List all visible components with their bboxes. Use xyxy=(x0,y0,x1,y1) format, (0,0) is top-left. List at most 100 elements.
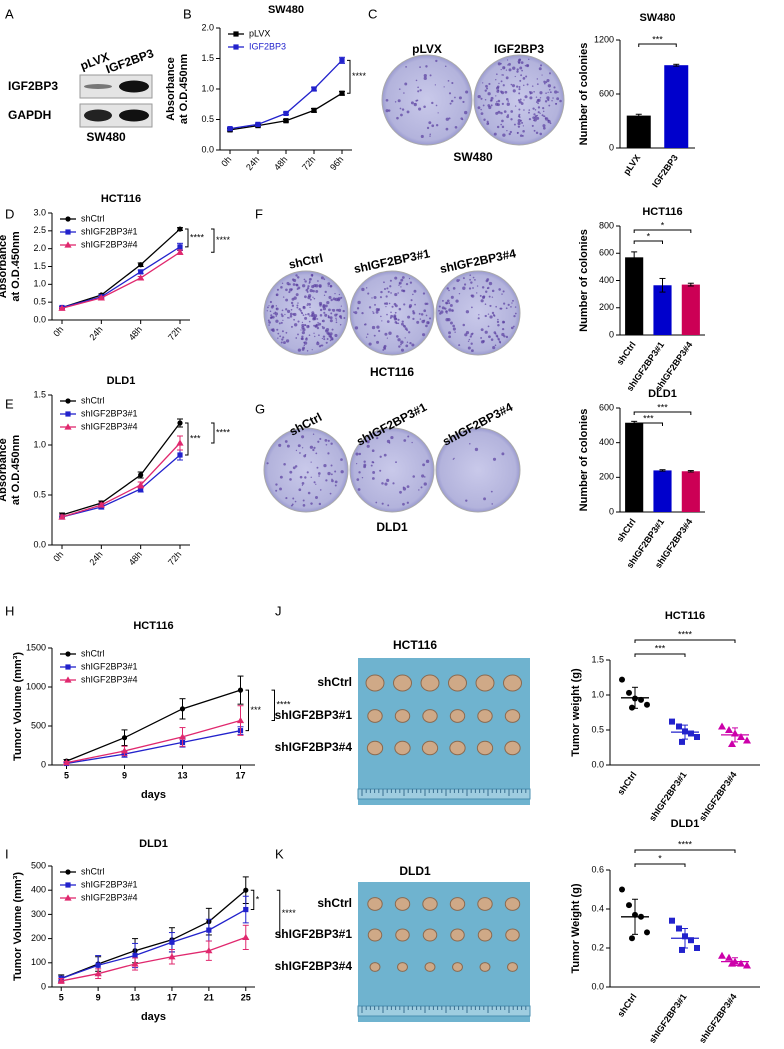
colony xyxy=(274,312,279,316)
colony xyxy=(318,475,320,477)
colony xyxy=(497,318,499,321)
significance-bracket xyxy=(638,43,677,47)
marker xyxy=(644,929,650,936)
colony xyxy=(310,314,314,317)
colony xyxy=(510,83,513,86)
significance-label: **** xyxy=(190,232,205,242)
colony xyxy=(522,125,525,127)
colony xyxy=(409,341,412,345)
colony xyxy=(470,342,473,345)
colony xyxy=(386,320,390,323)
dish xyxy=(263,427,349,513)
colony xyxy=(451,81,454,85)
colony xyxy=(534,109,537,111)
marker xyxy=(176,439,184,446)
blot-caption: SW480 xyxy=(86,130,126,144)
dish-label: IGF2BP3 xyxy=(494,42,544,56)
colony xyxy=(399,490,402,494)
colony xyxy=(458,279,461,281)
colony xyxy=(368,306,372,309)
colony xyxy=(384,482,388,486)
marker xyxy=(626,689,632,696)
colony xyxy=(501,102,504,105)
colony xyxy=(454,125,458,129)
colony xyxy=(306,304,309,306)
colony xyxy=(518,108,521,111)
colony xyxy=(367,292,370,295)
colony xyxy=(480,337,483,339)
colony xyxy=(535,131,539,135)
y-tick-label: 2.5 xyxy=(33,225,46,235)
y-tick-label: 1500 xyxy=(26,642,46,652)
colony xyxy=(479,294,482,297)
tumor xyxy=(449,740,466,756)
colony xyxy=(336,313,338,316)
colony xyxy=(283,462,286,466)
colony xyxy=(500,80,503,83)
significance-label: **** xyxy=(678,839,693,849)
colony xyxy=(449,102,452,105)
colony xyxy=(500,111,503,115)
y-tick-label: 2.0 xyxy=(201,22,214,32)
colony xyxy=(492,457,497,461)
colony xyxy=(302,284,306,288)
colony xyxy=(489,315,493,319)
colony xyxy=(489,99,493,102)
colony xyxy=(316,318,319,320)
colony xyxy=(519,98,522,101)
colony xyxy=(544,100,548,103)
colony xyxy=(383,453,387,457)
colony xyxy=(356,307,360,310)
colony xyxy=(314,324,318,328)
colony xyxy=(463,283,467,286)
colony xyxy=(270,314,273,317)
tumor xyxy=(421,740,439,756)
colony xyxy=(278,443,282,447)
colony xyxy=(501,332,505,337)
colony xyxy=(306,350,309,352)
colony xyxy=(404,337,406,339)
x-tick-label: 17 xyxy=(167,992,177,1002)
colony xyxy=(487,104,491,107)
colony xyxy=(415,99,418,102)
x-tick-label: 96h xyxy=(328,154,345,172)
y-tick-label: 400 xyxy=(599,275,614,285)
colony xyxy=(458,292,461,295)
photo xyxy=(358,882,530,1022)
colony xyxy=(310,461,312,463)
x-tick-label: 25 xyxy=(241,992,251,1002)
colony xyxy=(323,311,326,314)
colony xyxy=(462,323,466,327)
colony xyxy=(382,348,385,351)
tumor xyxy=(365,674,385,692)
colony xyxy=(391,305,394,308)
colony xyxy=(435,124,439,127)
colony xyxy=(496,101,498,103)
marker xyxy=(688,937,694,944)
colony xyxy=(477,106,481,110)
colony xyxy=(375,310,379,314)
blot-row-label: IGF2BP3 xyxy=(8,79,58,93)
bar xyxy=(653,470,672,512)
colony xyxy=(517,115,521,118)
x-tick-label: pLVX xyxy=(621,153,642,177)
y-axis-label: at O.D.450nm xyxy=(10,231,22,302)
tumor xyxy=(367,709,383,723)
colony xyxy=(316,341,319,344)
marker xyxy=(65,411,71,417)
colony xyxy=(357,488,361,491)
colony xyxy=(411,441,413,444)
significance-label: *** xyxy=(251,705,262,715)
colony xyxy=(514,105,517,107)
colony xyxy=(452,327,456,331)
y-tick-label: 600 xyxy=(599,248,614,258)
colony xyxy=(310,278,312,280)
colony xyxy=(309,306,311,309)
y-tick-label: 200 xyxy=(599,472,614,482)
colony xyxy=(546,96,550,100)
y-axis-label: Absorbance xyxy=(0,438,9,502)
y-tick-label: 800 xyxy=(599,220,614,230)
colony xyxy=(503,302,506,305)
y-tick-label: 400 xyxy=(599,437,614,447)
colony xyxy=(405,282,409,286)
